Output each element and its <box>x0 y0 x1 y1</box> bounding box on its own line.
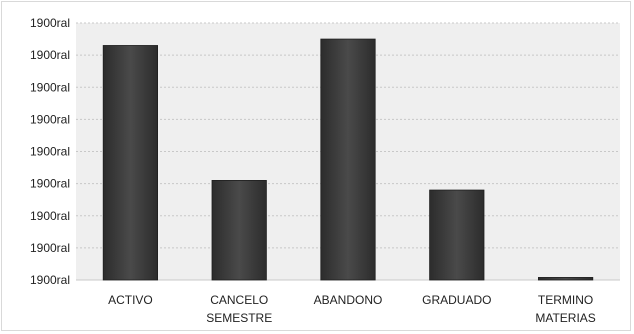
y-tick-label: 1900ral <box>30 241 70 255</box>
x-category-label: ACTIVO <box>108 293 153 307</box>
x-category-label: SEMESTRE <box>206 311 272 325</box>
bar <box>102 45 158 281</box>
y-tick-label: 1900ral <box>30 48 70 62</box>
bar <box>320 38 376 281</box>
x-category-label: GRADUADO <box>422 293 491 307</box>
x-category-label: ABANDONO <box>314 293 383 307</box>
bar <box>211 180 267 281</box>
y-tick-label: 1900ral <box>30 112 70 126</box>
x-category-label: CANCELO <box>210 293 268 307</box>
x-axis-category-labels: ACTIVO CANCELO SEMESTRE ABANDONO GRADUADO TER… <box>108 293 596 325</box>
y-tick-label: 1900ral <box>30 80 70 94</box>
y-tick-label: 1900ral <box>30 273 70 287</box>
bars <box>102 38 594 281</box>
y-tick-label: 1900ral <box>30 177 70 191</box>
x-category-label: TERMINO <box>538 293 593 307</box>
bar <box>429 189 485 281</box>
bar <box>538 277 594 281</box>
y-tick-label: 1900ral <box>30 16 70 30</box>
y-axis-tick-labels: 1900ral 1900ral 1900ral 1900ral 1900ral 1900r… <box>30 16 70 287</box>
y-tick-label: 1900ral <box>30 209 70 223</box>
x-category-label: MATERIAS <box>535 311 595 325</box>
y-tick-label: 1900ral <box>30 145 70 159</box>
